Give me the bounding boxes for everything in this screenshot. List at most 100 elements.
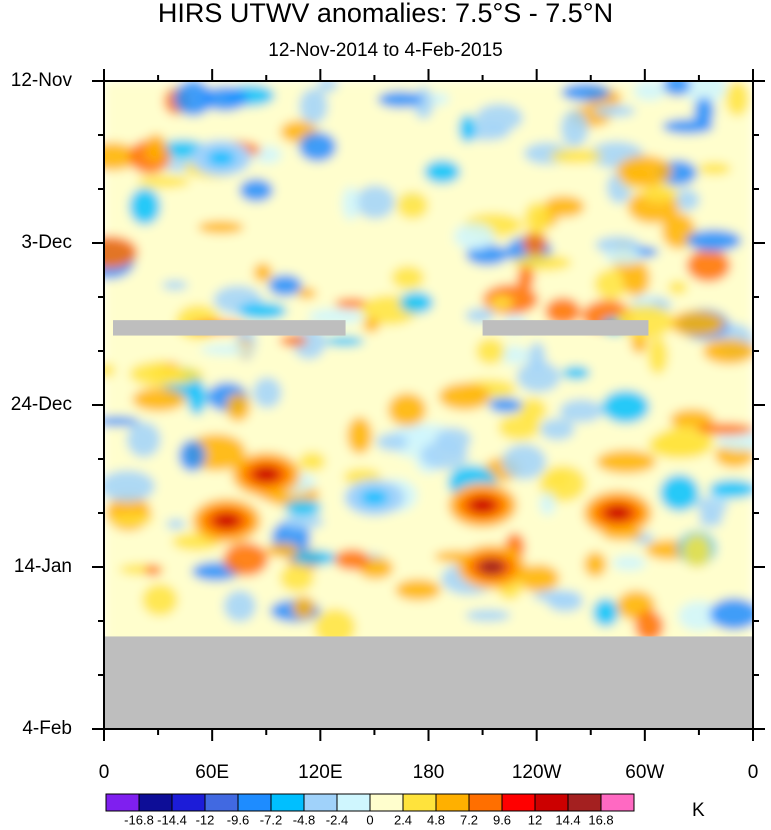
anomaly-blob [475,337,505,365]
colorbar-label: -9.6 [226,812,250,828]
chart-title: HIRS UTWV anomalies: 7.5°S - 7.5°N [157,0,614,28]
colorbar-box [237,793,272,812]
colorbar-label: 7.2 [459,812,479,828]
anomaly-blob [292,596,316,620]
anomaly-blob [317,81,338,93]
anomaly-blob [253,262,273,283]
anomaly-blob [696,422,753,436]
anomaly-blob [488,397,523,413]
anomaly-blob [391,265,425,290]
anomaly-blob [376,432,409,452]
anomaly-blob [290,549,338,566]
anomaly-blob [622,260,650,297]
anomaly-blob [137,175,191,189]
anomaly-blob [129,361,186,387]
anomaly-blob [686,229,742,252]
y-tick-label: 24-Dec [10,394,72,415]
anomaly-blob [654,426,715,459]
anomaly-blob [698,512,724,527]
anomaly-blob [539,418,575,441]
anomaly-blob [635,294,654,306]
feature-core [212,512,241,529]
colorbar-label: -2.4 [325,812,349,828]
anomaly-blob [601,390,650,424]
anomaly-blob [347,416,373,455]
anomaly-blob [641,184,678,203]
anomaly-blob [178,439,206,472]
anomaly-blob [633,81,666,101]
anomaly-blob [489,295,514,311]
anomaly-blob [145,133,167,163]
anomaly-blob [681,81,727,104]
anomaly-blob [387,392,427,427]
feature-core [468,497,497,514]
colorbar-box [534,793,569,812]
anomaly-blob [561,83,611,102]
anomaly-blob [104,363,116,378]
anomaly-blob [104,416,140,427]
anomaly-blob [498,345,529,365]
anomaly-blob [518,397,547,423]
anomaly-blob [299,88,328,125]
colorbar-box [204,793,239,812]
anomaly-blob [161,280,188,291]
anomaly-blob [634,610,664,643]
anomaly-blob [334,549,370,571]
colorbar-box [303,793,338,812]
anomaly-blob [279,563,315,592]
x-tick-label: 0 [747,762,759,783]
anomaly-blob [669,408,715,431]
anomaly-blob [424,159,461,184]
anomaly-blob [297,287,317,300]
colorbar-box [138,793,173,812]
missing-data-band [104,636,753,729]
anomaly-blob [334,298,370,309]
anomaly-blob [458,114,476,143]
anomaly-blob [104,142,139,171]
anomaly-blob [560,109,589,148]
anomaly-blob [126,421,161,458]
chart-subtitle: 12-Nov-2014 to 4-Feb-2015 [268,40,503,61]
missing-data-band [482,320,649,336]
anomaly-blob [129,188,161,225]
anomaly-blob [202,86,248,112]
anomaly-blob [616,155,673,187]
anomaly-blob [725,81,750,117]
anomaly-blob [612,555,647,571]
anomaly-blob [709,598,753,631]
anomaly-blob [399,291,434,314]
colorbar-label: -14.4 [157,812,187,828]
anomaly-blob [647,336,669,375]
missing-data-band [113,320,346,336]
anomaly-blob [693,97,715,126]
units-label: K [692,800,705,821]
anomaly-blob [377,90,424,108]
colorbar-box [567,793,602,812]
anomaly-blob [592,104,636,118]
anomaly-blob [465,609,511,622]
anomaly-blob [673,188,700,212]
anomaly-blob [141,583,178,617]
anomaly-blob [516,266,535,290]
anomaly-blob [594,269,630,300]
x-tick-label: 0 [98,762,110,783]
anomaly-blob [517,564,560,593]
anomaly-blob [284,499,322,516]
anomaly-blob [562,366,591,380]
anomaly-blob [453,222,495,251]
colorbar-box [336,793,371,812]
anomaly-blob [544,297,581,326]
feature-core [360,489,389,506]
anomaly-blob [432,92,449,106]
anomaly-blob [677,601,721,632]
anomaly-blob [355,185,395,219]
anomaly-blob [225,392,251,422]
colorbar-box [270,793,305,812]
anomaly-blob [298,451,326,472]
anomaly-blobs [104,81,753,729]
anomaly-blob [268,274,303,297]
anomaly-blob [104,235,138,269]
anomaly-blob [104,470,156,503]
anomaly-blob [166,518,186,530]
